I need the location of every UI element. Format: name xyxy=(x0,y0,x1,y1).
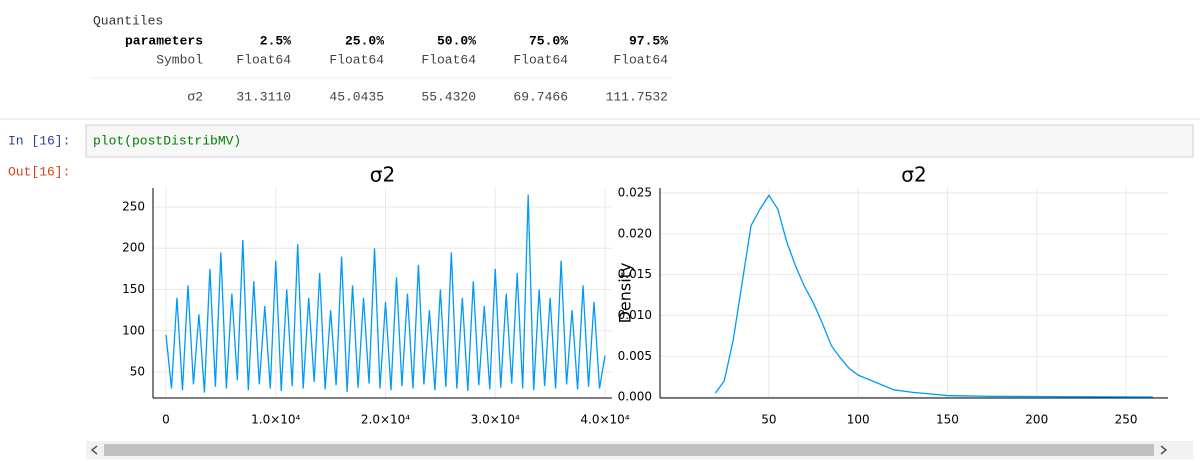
scroll-left[interactable] xyxy=(90,445,98,455)
table-header: 75.0% xyxy=(529,33,568,48)
x-tick-label: 200 xyxy=(1025,413,1048,427)
chart-title: σ2 xyxy=(901,163,926,187)
y-tick-label: 150 xyxy=(122,282,145,296)
y-tick-label: 0.005 xyxy=(618,349,652,363)
y-tick-label: 0.010 xyxy=(618,308,652,322)
y-tick-label: 50 xyxy=(130,365,145,379)
table-cell: Float64 xyxy=(421,52,476,67)
table-header: parameters xyxy=(125,33,203,48)
table-cell: Float64 xyxy=(236,52,291,67)
x-tick-label: 0 xyxy=(162,413,170,427)
y-tick-label: 0.015 xyxy=(618,267,652,281)
line xyxy=(165,194,606,393)
table-cell: 31.3110 xyxy=(236,89,291,104)
y-axis-label: Density xyxy=(616,263,635,324)
table-cell: Float64 xyxy=(329,52,384,67)
out-prompt: Out[16]: xyxy=(8,164,70,179)
input-area[interactable] xyxy=(85,124,1194,158)
x-tick-label: 250 xyxy=(1115,413,1138,427)
y-tick-label: 200 xyxy=(122,241,145,255)
table-cell: 55.4320 xyxy=(421,89,476,104)
code[interactable]: plot(postDistribMV) xyxy=(93,133,241,148)
table-cell: 69.7466 xyxy=(513,89,568,104)
table-header: 50.0% xyxy=(437,33,476,48)
table-header: 2.5% xyxy=(260,33,291,48)
chart-title: σ2 xyxy=(370,163,395,187)
scroll-right[interactable] xyxy=(1160,445,1168,455)
table-cell: Float64 xyxy=(613,52,668,67)
x-tick-label: 150 xyxy=(936,413,959,427)
plot: σ2 0.000 0.005 0.010 0.015 0.020 0.025 50 100 150… xyxy=(616,163,1168,427)
plot: σ2 50 100 150 200 250 0 1.0×10⁴ 2.0×10⁴ 3.0×10⁴ 4.… xyxy=(122,163,630,427)
table-cell: 111.7532 xyxy=(606,89,668,104)
x-tick-label: 4.0×10⁴ xyxy=(580,413,629,427)
y-tick-label: 250 xyxy=(122,199,145,213)
x-tick-label: 100 xyxy=(847,413,870,427)
y-tick-label: 0.020 xyxy=(618,226,652,240)
x-tick-label: 50 xyxy=(761,413,776,427)
quantiles-title: Quantiles xyxy=(93,13,163,28)
table-cell: σ2 xyxy=(187,89,203,104)
table-cell: Symbol xyxy=(156,52,203,67)
table-header: 97.5% xyxy=(629,33,668,48)
y-tick-label: 0.000 xyxy=(618,390,652,404)
scrollbar-thumb[interactable] xyxy=(104,444,1154,456)
y-tick-label: 0.025 xyxy=(618,185,652,199)
in-prompt: In [16]: xyxy=(8,133,70,148)
x-tick-label: 1.0×10⁴ xyxy=(251,413,300,427)
line xyxy=(714,194,1153,398)
table-cell: Float64 xyxy=(513,52,568,67)
x-tick-label: 3.0×10⁴ xyxy=(471,413,520,427)
y-tick-label: 100 xyxy=(122,323,145,337)
table-cell: 45.0435 xyxy=(329,89,384,104)
x-tick-label: 2.0×10⁴ xyxy=(361,413,410,427)
table-header: 25.0% xyxy=(345,33,384,48)
